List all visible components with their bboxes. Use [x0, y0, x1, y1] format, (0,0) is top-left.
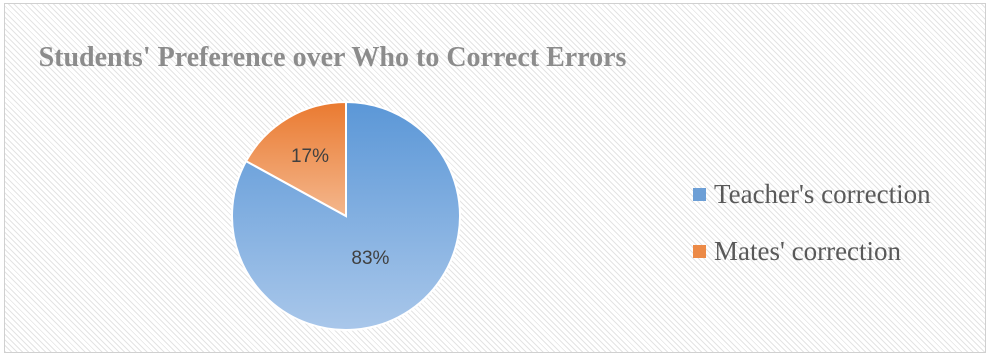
legend-swatch-mates-correction [693, 244, 706, 258]
chart-title: Students' Preference over Who to Correct… [38, 42, 627, 73]
legend-label-teachers-correction: Teacher's correction [714, 178, 931, 209]
pie-slice-mates-correction [244, 100, 347, 218]
legend-swatch-teachers-correction [693, 187, 706, 201]
legend: Teacher's correction Mates' correction [693, 174, 931, 288]
pie-chart: 83% 17% [231, 100, 461, 331]
data-label-mates-correction: 17% [291, 146, 329, 167]
chart-area: Students' Preference over Who to Correct… [4, 3, 986, 353]
legend-item-teachers-correction: Teacher's correction [693, 174, 931, 214]
legend-item-mates-correction: Mates' correction [693, 231, 931, 271]
legend-label-mates-correction: Mates' correction [714, 235, 902, 266]
data-label-teachers-correction: 83% [351, 248, 389, 269]
